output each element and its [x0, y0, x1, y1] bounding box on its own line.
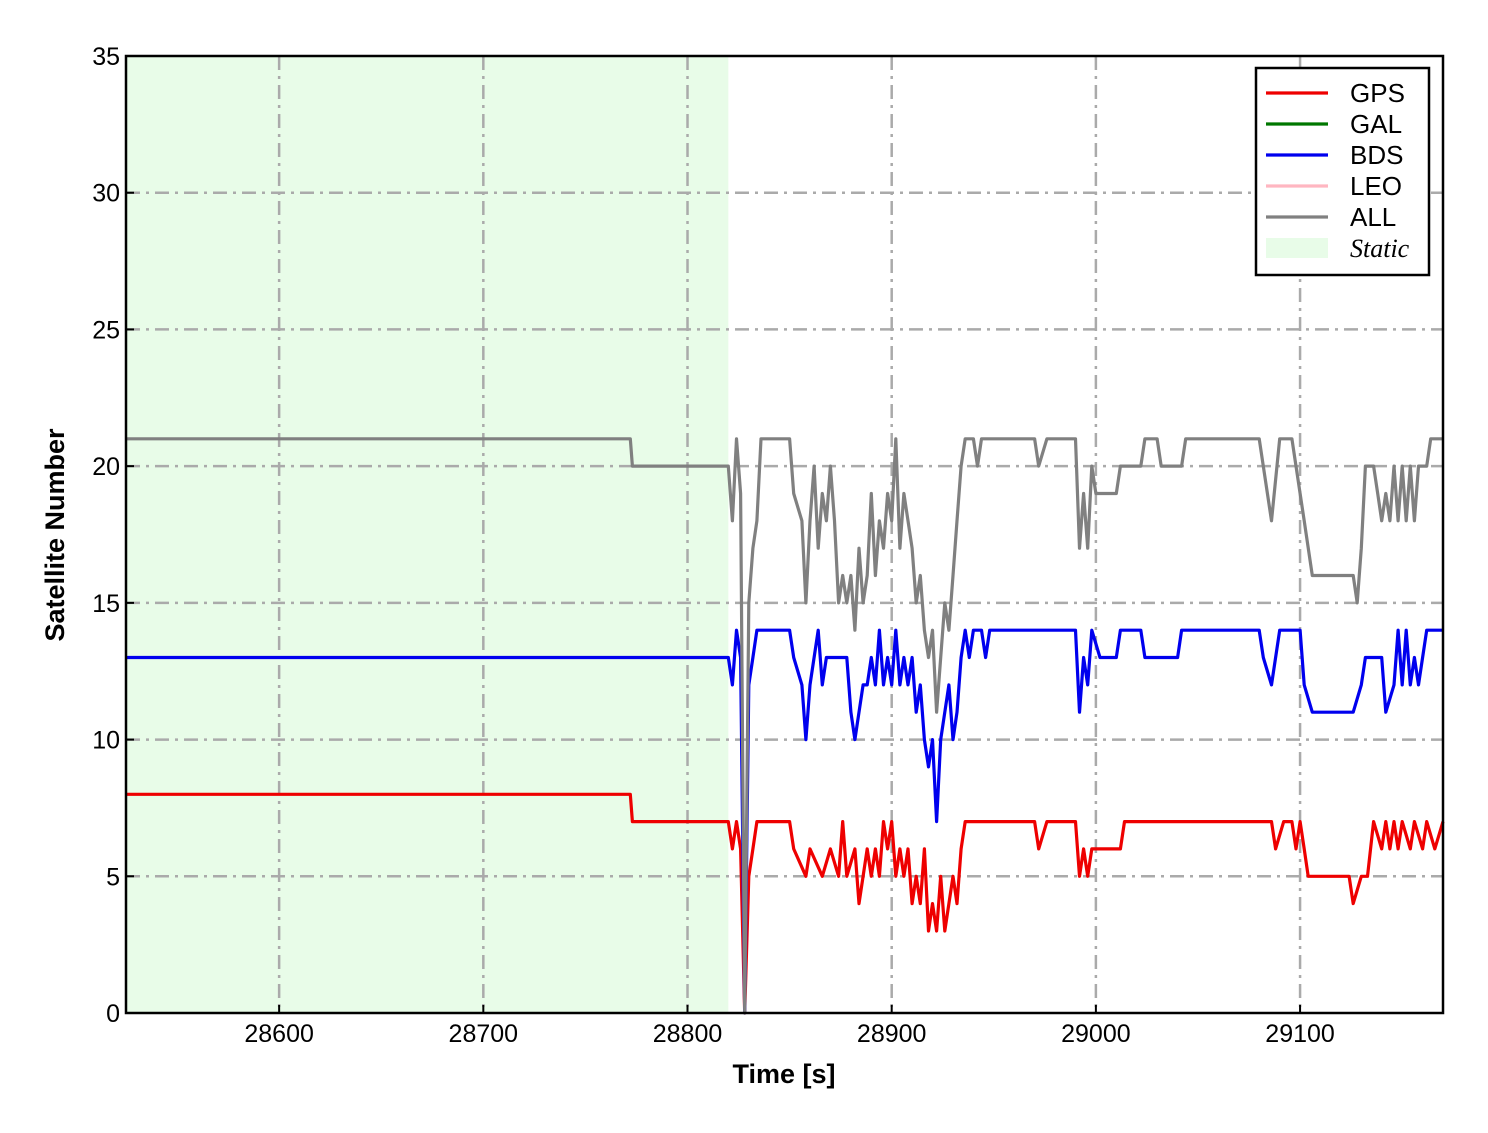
x-axis-title: Time [s]: [732, 1059, 835, 1089]
series-line-gps: [126, 792, 1445, 1015]
grid-layer: [126, 56, 1443, 1013]
y-tick-label: 20: [92, 453, 120, 481]
series-line-all: [126, 437, 1443, 1015]
plot-frame: [124, 54, 1445, 1015]
x-tick-label: 28700: [449, 1020, 519, 1048]
legend-swatch-static: [1266, 238, 1328, 258]
tick-layer: 28600 28700 28800 28900 29000 29100 0 5 10 15 20 25…: [92, 43, 1335, 1048]
y-tick-label: 35: [92, 43, 120, 71]
legend-label-gal: GAL: [1350, 109, 1402, 139]
y-tick-label: 10: [92, 727, 120, 755]
series-layer: [126, 437, 1445, 1015]
x-tick-label: 28900: [857, 1020, 927, 1048]
y-tick-label: 15: [92, 590, 120, 618]
legend-label-gps: GPS: [1350, 78, 1405, 108]
y-tick-label: 30: [92, 180, 120, 208]
series-line-bds: [126, 628, 1443, 1015]
x-tick-label: 28600: [244, 1020, 314, 1048]
y-axis-title: Satellite Number: [40, 428, 70, 642]
y-tick-label: 25: [92, 316, 120, 344]
static-region: [126, 56, 729, 1013]
legend-label-bds: BDS: [1350, 140, 1403, 170]
legend-label-leo: LEO: [1350, 171, 1402, 201]
x-tick-label: 29000: [1061, 1020, 1131, 1048]
x-tick-label: 28800: [653, 1020, 723, 1048]
legend-label-all: ALL: [1350, 202, 1396, 232]
y-tick-label: 0: [106, 1000, 120, 1028]
static-region-layer: [126, 56, 729, 1013]
y-tick-label: 5: [106, 863, 120, 891]
legend-label-static: Static: [1350, 234, 1410, 263]
x-tick-label: 29100: [1265, 1020, 1335, 1048]
